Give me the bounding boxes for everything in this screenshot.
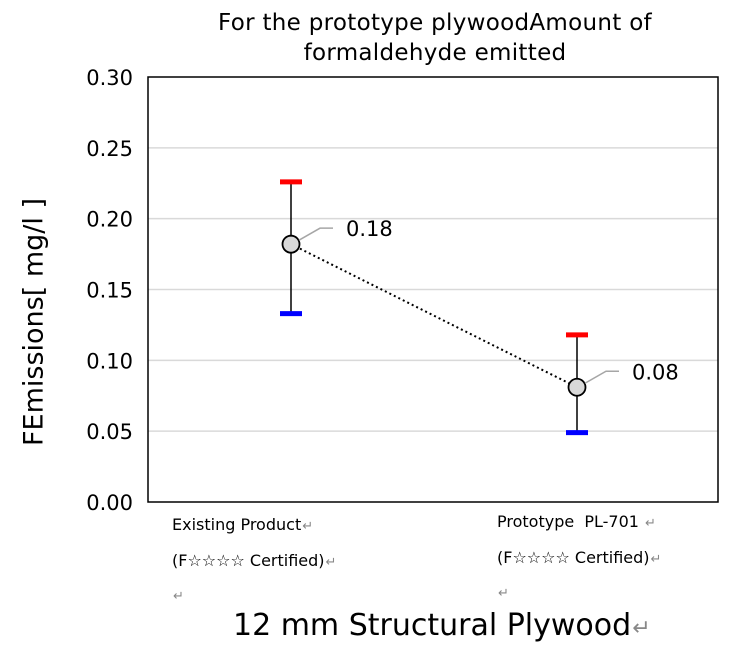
category-label-prototype: Prototype PL-701 ↵ (F☆☆☆☆ Certified)↵ ↵: [497, 512, 661, 604]
return-mark: ↵: [650, 552, 662, 567]
category-label-line-1: Existing Product: [172, 515, 302, 534]
y-tick-label: 0.25: [86, 137, 133, 161]
x-axis-label: 12 mm Structural Plywood↵: [233, 608, 651, 643]
x-axis-label-text: 12 mm Structural Plywood: [233, 608, 632, 643]
data-label-leader: [584, 370, 619, 384]
return-mark: ↵: [632, 616, 651, 641]
category-label-line-1: Prototype PL-701: [497, 512, 645, 531]
return-mark: ↵: [302, 519, 314, 534]
chart-title: For the prototype plywoodAmount of forma…: [150, 8, 720, 68]
y-tick-label: 0.10: [86, 349, 133, 373]
return-mark: ↵: [173, 589, 184, 604]
y-tick-label: 0.20: [86, 208, 133, 232]
category-label-line-2: (F☆☆☆☆ Certified): [172, 551, 325, 570]
y-tick-label: 0.30: [86, 66, 133, 90]
y-tick-label: 0.15: [86, 279, 133, 303]
mean-point: [281, 234, 301, 254]
mean-point: [567, 377, 587, 397]
return-mark: ↵: [325, 555, 337, 570]
return-mark: ↵: [498, 586, 509, 601]
y-tick-label: 0.00: [86, 491, 133, 515]
category-label-existing: Existing Product↵ (F☆☆☆☆ Certified)↵ ↵: [172, 515, 336, 607]
data-label: 0.18: [346, 217, 393, 241]
category-label-line-2: (F☆☆☆☆ Certified): [497, 548, 650, 567]
return-mark: ↵: [645, 516, 656, 531]
chart-title-line-2: formaldehyde emitted: [303, 40, 567, 66]
data-label: 0.08: [632, 360, 679, 384]
y-tick-label: 0.05: [86, 420, 133, 444]
plot-frame: [147, 76, 719, 503]
chart-title-line-1: For the prototype plywoodAmount of: [218, 10, 652, 36]
data-label-leader: [298, 227, 333, 241]
mean-connector-line: [290, 243, 578, 389]
